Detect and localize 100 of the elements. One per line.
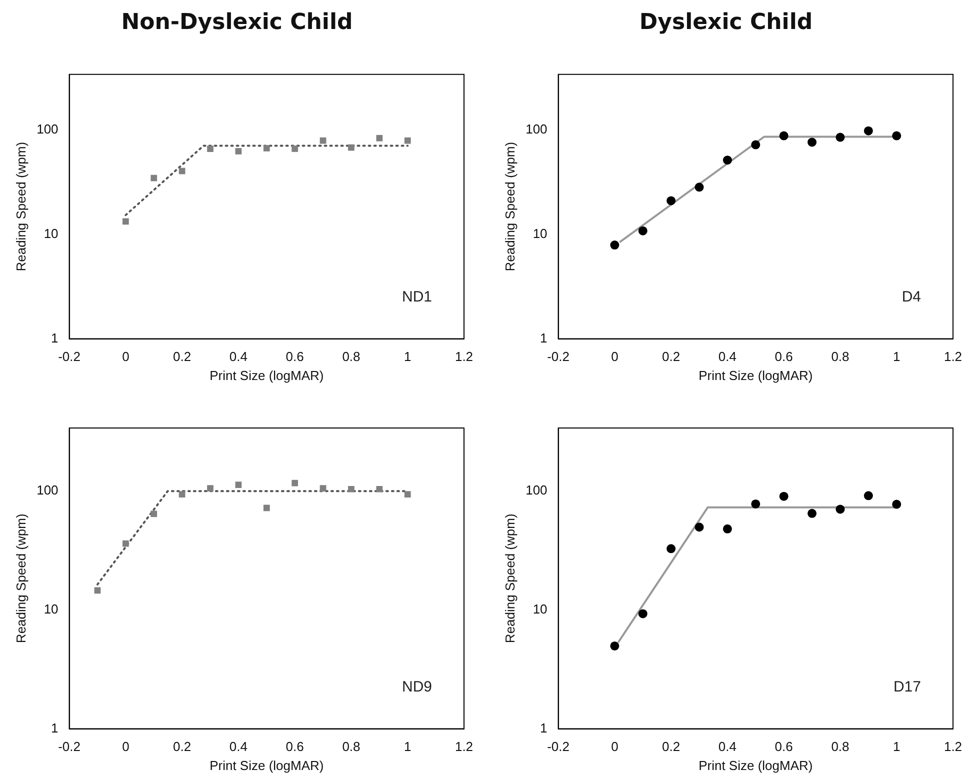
point [808,138,817,147]
point [864,491,873,500]
point [892,131,902,140]
x-axis-title: Print Size (logMAR) [210,368,324,383]
point [348,144,354,151]
x-tick-label: 1.2 [944,739,962,754]
x-tick-label: 0 [611,739,618,754]
x-tick-label: -0.2 [58,349,80,364]
x-tick-label: 0.6 [774,739,793,754]
y-tick-label: 100 [526,482,548,498]
point [207,485,214,492]
point [610,240,620,250]
x-tick-label: 0.2 [662,739,680,754]
x-tick-label: 0.2 [662,349,680,364]
point [779,131,788,140]
point [779,492,788,501]
point [178,491,186,498]
y-tick-label: 1 [540,330,548,346]
x-tick-label: 0 [122,739,130,754]
x-tick-label: 1.2 [454,739,474,754]
x-tick-label: 1.2 [944,349,962,364]
point [122,540,129,547]
point [892,500,902,509]
y-axis-title: Reading Speed (wpm) [13,142,28,272]
point [694,522,704,532]
point [207,146,214,152]
x-tick-label: 1 [404,739,412,754]
y-tick-label: 1 [51,720,58,736]
x-tick-label: 1.2 [454,349,474,364]
point [292,480,298,486]
chart-title: Non-Dyslexic Child [121,10,353,35]
y-tick-label: 100 [36,482,58,498]
point [751,140,760,150]
point [376,486,383,492]
y-tick-label: 10 [44,602,58,617]
point [404,491,411,498]
x-tick-label: -0.2 [58,739,80,754]
x-tick-label: 0.4 [229,349,248,364]
y-tick-label: 1 [540,720,548,736]
y-tick-label: 1 [51,330,58,346]
point [404,137,411,144]
x-tick-label: 0.8 [831,739,850,754]
point [235,482,242,488]
x-tick-label: 0.4 [718,739,736,754]
point [666,544,676,554]
x-tick-label: 0.8 [342,739,360,754]
x-axis-title: Print Size (logMAR) [698,758,813,773]
y-tick-label: 10 [532,226,548,241]
x-tick-label: 1 [892,739,900,754]
x-tick-label: 0.8 [342,349,360,364]
annotation: ND1 [402,288,432,306]
point [292,146,298,152]
point [348,486,354,492]
point [263,504,270,512]
x-tick-label: 0.6 [286,739,304,754]
annotation: D17 [893,678,921,696]
point [864,126,873,136]
x-tick-label: 0.8 [831,349,850,364]
point [666,196,676,206]
x-tick-label: 0.6 [286,349,304,364]
x-tick-label: -0.2 [547,349,570,364]
x-tick-label: 0 [611,349,618,364]
x-axis-title: Print Size (logMAR) [698,368,813,383]
point [610,641,620,650]
x-axis-title: Print Size (logMAR) [210,758,324,773]
point [320,137,326,144]
y-axis-title: Reading Speed (wpm) [502,142,518,272]
x-tick-label: 0.4 [718,349,736,364]
point [722,524,732,534]
point [376,134,383,142]
point [122,218,129,225]
point [722,156,732,165]
y-tick-label: 10 [44,226,58,241]
annotation: D4 [902,288,921,306]
point [808,508,817,518]
y-axis-title: Reading Speed (wpm) [502,514,518,644]
y-tick-label: 100 [36,121,58,136]
x-tick-label: -0.2 [547,739,570,754]
x-tick-label: 1 [892,349,900,364]
y-tick-label: 100 [526,121,548,136]
point [150,174,158,182]
point [150,510,158,518]
point [638,609,648,618]
point [320,485,326,492]
point [263,145,270,152]
x-tick-label: 0 [122,349,130,364]
point [694,182,704,192]
x-tick-label: 0.4 [229,739,248,754]
x-tick-label: 0.2 [173,349,192,364]
x-tick-label: 0.6 [774,349,793,364]
chart-title: Dyslexic Child [639,10,813,35]
point [638,226,648,236]
point [836,132,845,142]
y-axis-title: Reading Speed (wpm) [13,514,28,644]
point [836,504,845,514]
y-tick-label: 10 [532,602,548,617]
point [235,148,242,154]
x-tick-label: 0.2 [173,739,192,754]
annotation: ND9 [402,678,432,696]
x-tick-label: 1 [404,349,412,364]
